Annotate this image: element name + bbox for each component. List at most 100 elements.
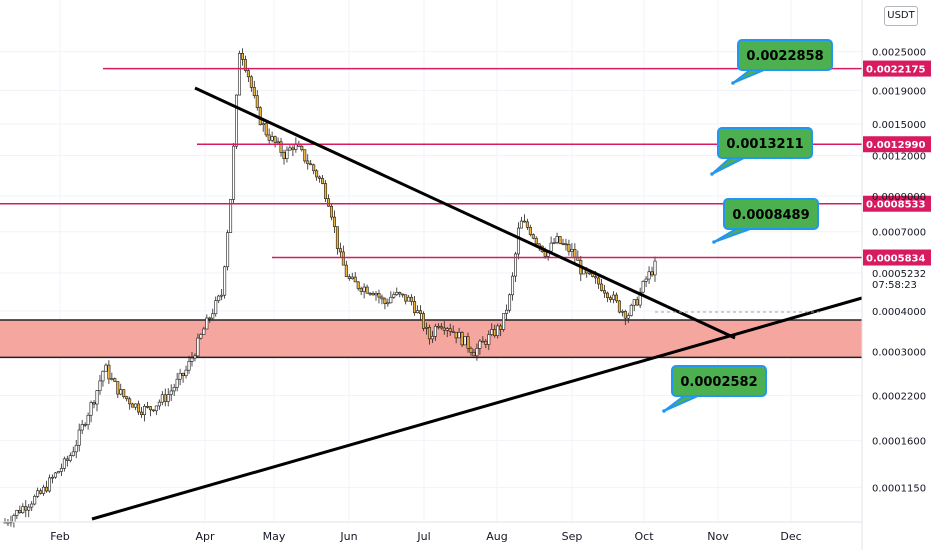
currency-unit-button[interactable]: USDT	[884, 6, 918, 26]
candle-body	[86, 414, 90, 426]
candle-body	[48, 477, 52, 492]
candle-body	[199, 334, 203, 339]
candle-body	[68, 455, 72, 461]
candle-body	[516, 227, 520, 255]
month-label: Sep	[562, 530, 583, 543]
candle-body	[157, 401, 161, 407]
candle-body	[148, 406, 152, 411]
target-bubble-pointer	[663, 395, 699, 412]
candle-body	[611, 294, 615, 300]
candle-body	[332, 216, 336, 227]
candle-body	[407, 296, 411, 302]
target-bubbles: 0.0022858 0.0013211 0.0008489 0.0002582	[662, 39, 833, 413]
descending-trendline	[194, 86, 736, 340]
price-tick-label: 0.0001150	[872, 483, 926, 494]
candle-body	[12, 515, 16, 523]
candle-body	[116, 381, 120, 395]
candle-body	[36, 490, 40, 497]
candle-body	[344, 264, 348, 277]
candle-body	[454, 331, 458, 339]
candle-body	[202, 328, 206, 335]
candle-body	[15, 509, 19, 516]
candle-body	[240, 53, 244, 60]
candle-body	[217, 295, 221, 301]
candle-body	[368, 292, 372, 295]
candle-body	[151, 409, 155, 412]
candle-body	[404, 294, 408, 302]
candle-body	[463, 336, 467, 346]
candle-body	[232, 145, 236, 200]
candle-body	[273, 136, 277, 143]
level-price-tag	[863, 60, 931, 77]
candle-body	[95, 390, 99, 405]
candle-body	[18, 509, 22, 514]
target-bubble-label: 0.0013211	[726, 137, 803, 152]
candle-body	[181, 372, 185, 376]
candle-body	[279, 141, 283, 153]
month-label: Jun	[339, 530, 357, 543]
candle-body	[329, 205, 333, 218]
candle-body	[395, 292, 399, 295]
price-tick-label: 0.0012000	[872, 151, 926, 162]
candle-body	[226, 232, 230, 268]
candle-body	[419, 310, 423, 314]
candle-body	[377, 293, 381, 298]
candle-body	[356, 281, 360, 289]
candle-body	[531, 234, 535, 239]
candle-body	[653, 260, 657, 276]
candle-body	[249, 76, 253, 88]
target-bubble-pointer	[732, 69, 765, 84]
target-bubble	[737, 39, 833, 71]
target-bubble-anchor	[662, 409, 666, 413]
candle-body	[92, 402, 96, 405]
candle-body	[261, 123, 265, 125]
candle-body	[291, 147, 295, 150]
candle-body	[270, 136, 274, 141]
price-tick-label: 0.0025000	[872, 48, 926, 59]
candle-body	[196, 337, 200, 357]
target-bubble-anchor	[731, 81, 735, 85]
candle-body	[638, 291, 642, 306]
candle-body	[163, 394, 167, 402]
candle-body	[389, 296, 393, 304]
candle-body	[229, 199, 233, 233]
candle-body	[365, 286, 369, 294]
candle-body	[362, 286, 366, 292]
target-bubble-label: 0.0022858	[746, 49, 823, 64]
price-tick-label: 0.0019000	[872, 86, 926, 97]
candle-body	[543, 251, 547, 257]
candle-body	[214, 300, 218, 315]
candle-body	[255, 95, 259, 108]
candle-body	[175, 378, 179, 388]
candle-body	[42, 486, 46, 494]
candle-body	[564, 243, 568, 246]
trendlines	[91, 86, 863, 521]
candle-body	[282, 152, 286, 159]
target-bubble	[717, 127, 813, 159]
candle-body	[193, 355, 197, 359]
candle-body	[59, 468, 63, 472]
candle-body	[528, 227, 532, 235]
month-label: Feb	[50, 530, 69, 543]
candle-body	[650, 271, 654, 276]
price-tick-label: 0.0015000	[872, 120, 926, 131]
candle-body	[567, 244, 571, 252]
candle-body	[71, 451, 75, 456]
candle-body	[223, 266, 227, 296]
candle-body	[353, 276, 357, 283]
candle-body	[53, 472, 57, 478]
candle-body	[318, 176, 322, 179]
candle-body	[235, 94, 239, 147]
candle-body	[74, 444, 78, 453]
grid	[0, 0, 862, 522]
price-tick-label: 0.0005232	[872, 269, 926, 280]
candle-body	[237, 53, 241, 96]
candle-body	[534, 237, 538, 245]
countdown-label: 07:58:23	[872, 280, 917, 291]
candle-body	[460, 332, 464, 346]
candle-body	[514, 253, 518, 277]
candle-body	[410, 296, 414, 302]
candle-body	[457, 332, 461, 339]
level-price-tag-label: 0.0005834	[866, 254, 926, 265]
